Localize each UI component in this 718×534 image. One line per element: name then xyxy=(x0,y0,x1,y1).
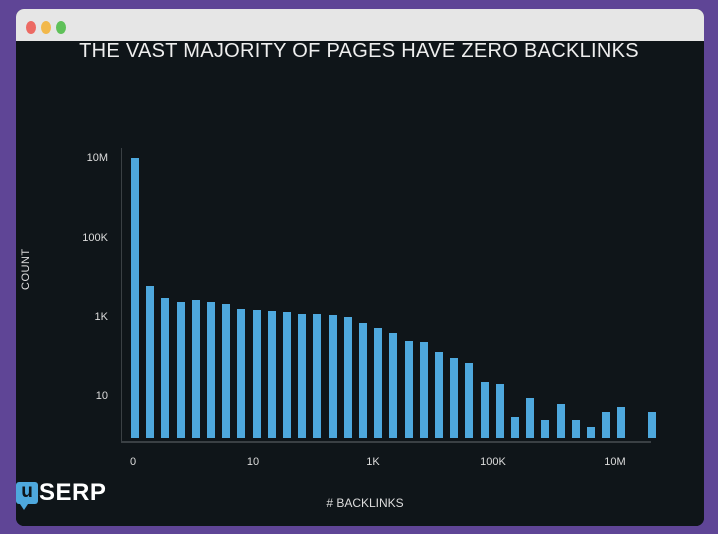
bar xyxy=(419,342,428,438)
bar xyxy=(131,158,139,438)
userp-logo: u SERP xyxy=(16,479,107,510)
bar xyxy=(647,411,656,438)
bar xyxy=(556,403,565,438)
bar xyxy=(587,426,595,438)
bar xyxy=(374,327,383,438)
y-tick-label: 10M xyxy=(86,152,108,164)
logo-mark-icon: u xyxy=(16,482,38,510)
y-tick-label: 10 xyxy=(95,390,108,402)
bar xyxy=(450,358,459,438)
browser-window xyxy=(16,9,704,526)
maximize-window-icon[interactable] xyxy=(56,21,66,34)
bar xyxy=(602,411,611,438)
bar xyxy=(404,341,413,438)
bar xyxy=(222,304,231,438)
bar xyxy=(465,362,474,438)
y-tick-label: 1K xyxy=(94,311,108,323)
logo-text: SERP xyxy=(39,479,107,506)
bar xyxy=(480,381,489,438)
window-titlebar xyxy=(16,9,704,41)
bar xyxy=(541,420,550,438)
bar xyxy=(511,416,519,438)
y-axis-label: COUNT xyxy=(20,248,32,290)
bar xyxy=(526,398,535,438)
bar xyxy=(207,302,215,438)
x-tick-label: 10 xyxy=(246,456,260,468)
bar xyxy=(359,322,367,438)
bar xyxy=(298,313,307,438)
bar xyxy=(176,302,185,438)
bar xyxy=(435,351,443,438)
x-tick-label: 10M xyxy=(604,456,626,468)
x-tick-label: 1K xyxy=(366,456,380,468)
chart-title: THE VAST MAJORITY OF PAGES HAVE ZERO BAC… xyxy=(79,40,639,62)
bar xyxy=(617,406,626,438)
bar xyxy=(343,316,352,438)
bar xyxy=(237,308,246,438)
y-axis-line xyxy=(121,148,122,442)
x-axis-label: # BACKLINKS xyxy=(326,496,404,510)
chart-canvas xyxy=(16,41,704,526)
close-window-icon[interactable] xyxy=(26,21,36,34)
bar xyxy=(313,313,322,438)
bar xyxy=(283,312,291,438)
bar xyxy=(571,420,580,438)
bar xyxy=(191,300,200,438)
bar xyxy=(161,297,170,438)
bar xyxy=(146,285,155,438)
x-axis-line xyxy=(121,441,651,443)
y-tick-label: 100K xyxy=(82,232,108,244)
bar xyxy=(328,315,337,438)
bar xyxy=(252,309,261,438)
bar xyxy=(389,333,398,438)
bar xyxy=(267,310,276,438)
bar xyxy=(495,384,504,438)
x-tick-label: 0 xyxy=(129,456,137,468)
minimize-window-icon[interactable] xyxy=(41,21,51,34)
x-tick-label: 100K xyxy=(480,456,506,468)
